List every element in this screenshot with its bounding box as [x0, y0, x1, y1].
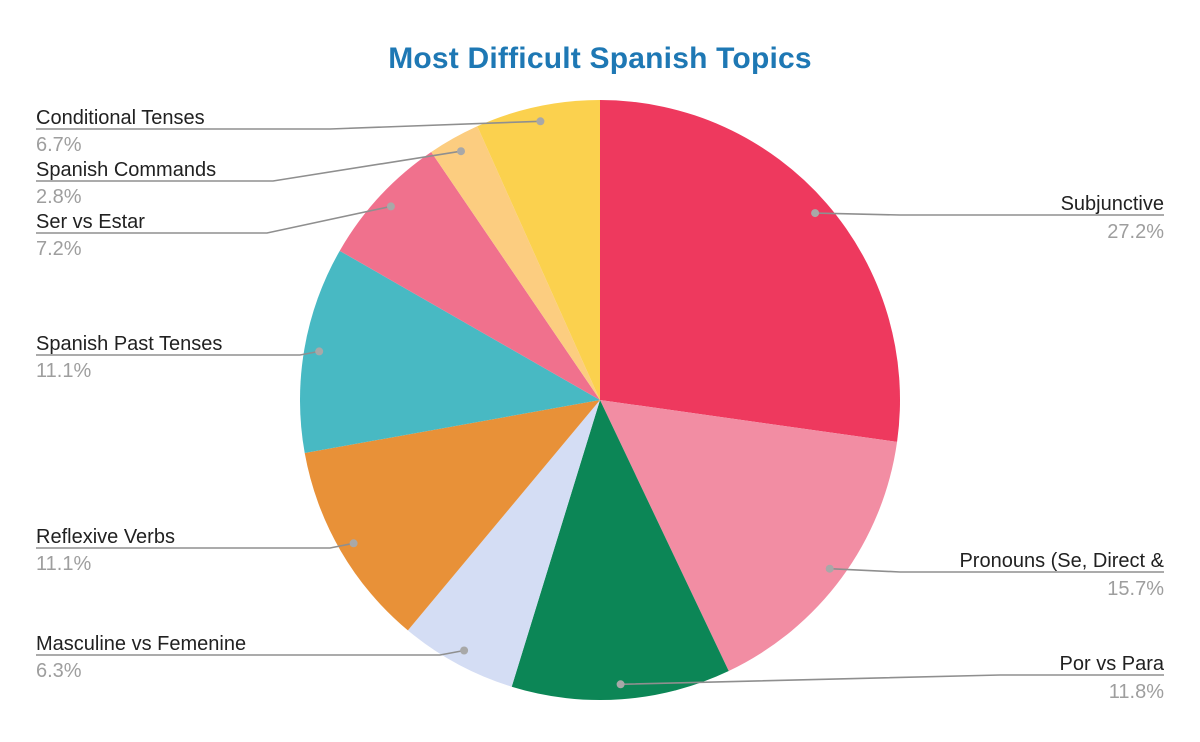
slice-label-conditional-tenses: Conditional Tenses: [36, 107, 205, 129]
pie-slice-conditional-tenses: [477, 99, 600, 400]
pie-slice-por-vs-para: [511, 400, 729, 701]
slice-percent-ser-vs-estar: 7.2%: [36, 238, 82, 260]
slice-dot-spanish-commands: [457, 147, 465, 156]
slice-percent-conditional-tenses: 6.7%: [36, 134, 82, 156]
slice-percent-spanish-commands: 2.8%: [36, 186, 82, 208]
slice-percent-por-vs-para: 11.8%: [1109, 681, 1164, 703]
slice-percent-masculine-vs-femenine: 6.3%: [36, 660, 82, 682]
slice-label-masculine-vs-femenine: Masculine vs Femenine: [36, 633, 246, 655]
leader-line-spanish-past-tenses: [36, 350, 320, 356]
pie-slice-subjunctive: [600, 100, 901, 442]
slice-dot-pronouns-se-direct: [825, 564, 834, 573]
slice-dot-por-vs-para: [616, 680, 625, 689]
slice-label-spanish-past-tenses: Spanish Past Tenses: [36, 333, 222, 355]
slice-label-por-vs-para: Por vs Para: [1060, 653, 1165, 675]
leader-line-por-vs-para: [620, 674, 1164, 686]
pie-slice-ser-vs-estar: [339, 151, 600, 400]
pie-slice-reflexive-verbs: [304, 400, 600, 631]
slice-percent-subjunctive: 27.2%: [1107, 221, 1164, 243]
slice-dot-reflexive-verbs: [349, 539, 358, 548]
slice-dot-subjunctive: [811, 209, 820, 218]
leader-line-subjunctive: [815, 212, 1164, 216]
slice-label-ser-vs-estar: Ser vs Estar: [36, 211, 145, 233]
chart-title: Most Difficult Spanish Topics: [388, 42, 812, 75]
slice-label-reflexive-verbs: Reflexive Verbs: [36, 526, 175, 548]
slice-percent-spanish-past-tenses: 11.1%: [36, 360, 91, 382]
slice-dot-ser-vs-estar: [386, 202, 395, 211]
leader-line-reflexive-verbs: [36, 542, 354, 549]
leader-line-pronouns-se-direct: [829, 567, 1164, 573]
slice-dot-spanish-past-tenses: [315, 347, 324, 356]
slice-dot-masculine-vs-femenine: [460, 646, 469, 655]
slice-label-subjunctive: Subjunctive: [1061, 193, 1164, 215]
leader-line-ser-vs-estar: [36, 205, 392, 234]
slice-percent-pronouns-se-direct: 15.7%: [1107, 578, 1164, 600]
slice-dot-conditional-tenses: [536, 117, 545, 126]
slice-label-spanish-commands: Spanish Commands: [36, 159, 216, 181]
slice-label-pronouns-se-direct: Pronouns (Se, Direct &: [959, 550, 1164, 572]
leader-line-masculine-vs-femenine: [36, 649, 465, 656]
pie-slice-masculine-vs-femenine: [407, 400, 600, 687]
leader-line-conditional-tenses: [36, 120, 541, 130]
pie-slice-spanish-past-tenses: [299, 250, 600, 454]
leader-line-spanish-commands: [36, 150, 462, 182]
pie-slice-spanish-commands: [431, 126, 600, 401]
slice-percent-reflexive-verbs: 11.1%: [36, 553, 91, 575]
pie-slice-pronouns-se-direct: [600, 400, 898, 671]
